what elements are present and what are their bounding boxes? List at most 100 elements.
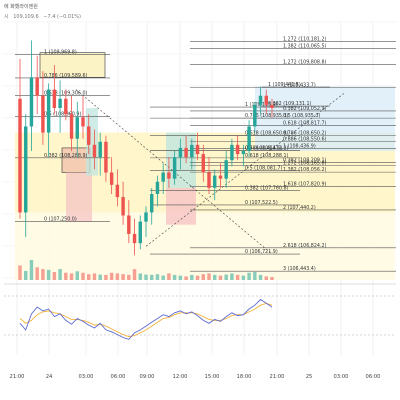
fib-level-label: 2 (107,440.2) (283, 205, 316, 211)
volume-bar (121, 274, 125, 280)
volume-bar (230, 273, 234, 280)
candle-body (253, 104, 257, 127)
candle-body (207, 172, 211, 188)
fib-early-level-label: 1 (109,969.8) (44, 50, 77, 56)
fib-level-label: 1.272 (109,808.8) (283, 59, 327, 65)
volume-bar (138, 273, 142, 280)
volume-bar (132, 269, 137, 280)
candle-body (58, 98, 62, 108)
volume-bar (18, 265, 22, 280)
candle-body (201, 154, 205, 173)
volume-bar (235, 274, 240, 280)
volume-bar (253, 272, 257, 280)
candle-body (127, 215, 131, 234)
volume-bar (46, 269, 51, 280)
candle-body (178, 147, 183, 158)
candle-body (24, 126, 28, 213)
volume-bar (213, 274, 217, 280)
volume-bar (144, 274, 148, 280)
x-tick-label: 03:00 (79, 374, 94, 380)
candle-body (81, 117, 85, 127)
x-tick-label: 06:00 (111, 374, 126, 380)
volume-bar (178, 275, 183, 280)
fib-zone-light (15, 212, 395, 280)
volume-bar (24, 270, 28, 280)
fib-level-label: 1.618 (107,820.9) (283, 182, 327, 188)
candle-body (184, 147, 188, 158)
candle-body (104, 141, 108, 173)
fib-mid-level-label: 0 (107,522.5) (245, 200, 278, 206)
fib-mid-level-label: 0.618 (108,650.8) (245, 131, 289, 137)
fib-mid-level-label: 0.5 (108,411.5) (245, 145, 282, 151)
x-tick-label: 03:00 (334, 374, 349, 380)
candle-body (213, 175, 217, 188)
volume-bar (127, 274, 131, 280)
candle-body (218, 175, 223, 179)
fib-level-label: 0.786 (108,650.2) (283, 131, 327, 137)
candle-body (41, 95, 45, 133)
candle-body (115, 184, 120, 198)
volume-bar (224, 274, 228, 280)
candle-body (92, 144, 97, 158)
x-tick-label: 24 (46, 374, 53, 380)
volume-bar (52, 272, 57, 280)
volume-bar (81, 272, 85, 280)
volume-bar (167, 273, 171, 280)
candle-body (167, 172, 171, 179)
fib-level-label: 1 (108,436.9) (283, 144, 316, 150)
volume-bar (201, 274, 205, 280)
fib-zone-blue (255, 86, 395, 151)
ohlc-readout: 시 109,109.6 −7.4 (−0.01%) (4, 13, 84, 20)
fib-top-level-label: 1 (109,441.5) (268, 82, 301, 88)
candle-body (155, 181, 160, 194)
candle-body (230, 144, 234, 161)
x-tick-label: 18:00 (237, 374, 252, 380)
volume-bar (115, 273, 120, 280)
volume-bar (190, 274, 194, 280)
volume-bar (41, 269, 45, 280)
fib-level-label: 0.382 (108,209.1) (283, 158, 327, 164)
x-tick-label: 21:00 (270, 374, 285, 380)
fib-level-label: 1.272 (108,165.8) (283, 160, 327, 166)
volume-bar (270, 277, 274, 280)
fib-mid-level-label: 0.786 (108,935.3) (245, 113, 289, 119)
volume-bar (75, 271, 79, 280)
volume-bar (109, 272, 114, 280)
candle-body (121, 197, 125, 216)
fib-mid-level-label: 0.786 (108,411.2) (245, 145, 289, 151)
fib-level-label: 0.382 (109,052.9) (283, 106, 327, 112)
candle-body (138, 221, 142, 244)
volume-bar (92, 273, 97, 280)
osc-main-line (19, 298, 273, 340)
candle-body (69, 114, 74, 139)
volume-bar (241, 275, 246, 280)
fib-early-level-label: 0.5 (108,960.9) (44, 112, 81, 118)
volume-bar (150, 274, 154, 280)
fib-top-level-label: 0.382 (109,131.1) (268, 101, 312, 107)
candle-body (270, 104, 274, 108)
candle-body (190, 144, 194, 158)
volume-bar (69, 273, 74, 280)
candle-body (52, 89, 57, 108)
volume-bar (29, 260, 34, 280)
fib-early-level-label: 0.786 (109,589.6) (44, 73, 88, 79)
trend-line (145, 92, 346, 247)
candle-body (18, 98, 22, 213)
fib-level-label: 0.886 (108,550.6) (283, 137, 327, 143)
fib-early-level-label: 0.382 (108,288.9) (44, 153, 88, 159)
volume-bar (104, 274, 108, 280)
candle-body (264, 95, 268, 105)
candle-body (98, 141, 102, 158)
fib-box-top (39, 52, 106, 78)
candle-body (235, 144, 240, 155)
volume-bar (195, 275, 200, 280)
x-tick-label: 25 (306, 374, 313, 380)
indicator-title: 에 화했라이엔원 (4, 4, 38, 10)
x-tick-label: 06:00 (366, 374, 381, 380)
ohlc-label: 시 (4, 14, 11, 20)
candle-body (29, 77, 34, 127)
fib-mid-level-label: 0.618 (108,288.1) (245, 153, 289, 159)
volume-bar (98, 274, 102, 280)
volume-bar (258, 274, 263, 280)
